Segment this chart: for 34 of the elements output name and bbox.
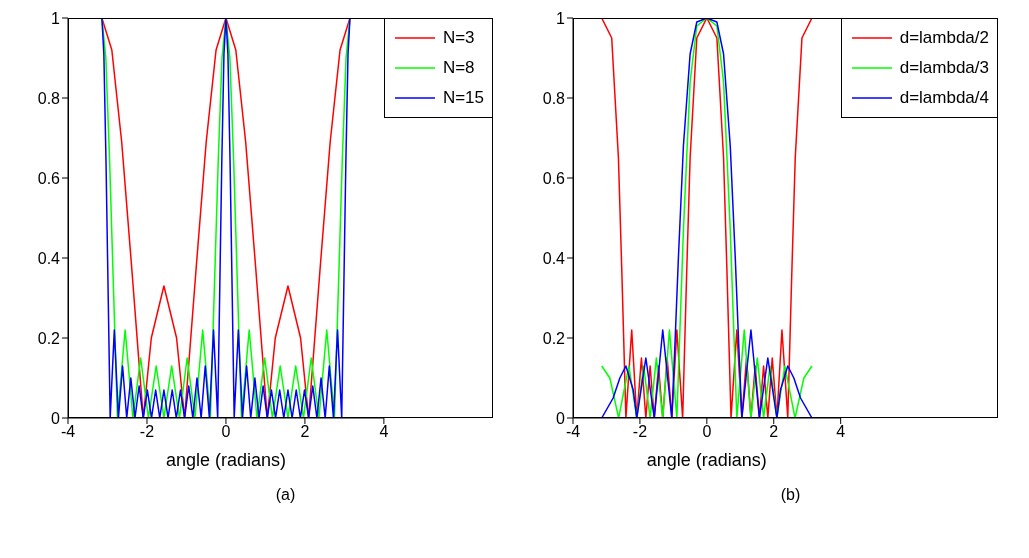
y-tick-label: 0.4 [542,249,566,267]
x-tick-label: 4 [836,423,846,441]
y-tick-label: 0.2 [37,329,61,347]
y-tick-label: 0.6 [37,169,61,187]
x-tick-label: -2 [139,423,155,441]
legend-label: d=lambda/2 [899,27,989,49]
y-tick-label: 0 [556,409,566,427]
legend-label: d=lambda/4 [899,87,989,109]
x-axis-title: angle (radians) [646,450,767,470]
y-tick-label: 0.4 [37,249,61,267]
legend-label: N=8 [442,57,475,79]
y-tick-label: 0.2 [542,329,566,347]
x-tick-label: 2 [300,423,310,441]
text: (a) [274,486,297,504]
x-tick-label: -4 [60,423,76,441]
y-tick-label: 0.6 [542,169,566,187]
x-tick-label: 2 [769,423,779,441]
x-tick-label: 0 [702,423,712,441]
y-tick-label: 1 [556,9,566,27]
x-tick-label: -2 [632,423,648,441]
line-series [101,18,351,418]
x-axis-title: angle (radians) [165,450,286,470]
y-tick-label: 0.8 [542,89,566,107]
x-tick-label: 0 [221,423,231,441]
text: (b) [779,486,802,504]
x-tick-label: 4 [379,423,389,441]
y-tick-label: 0 [51,409,61,427]
x-tick-label: -4 [565,423,581,441]
legend-label: d=lambda/3 [899,57,989,79]
y-tick-label: 0.8 [37,89,61,107]
line-series [600,18,813,418]
legend-label: N=15 [442,87,484,109]
y-tick-label: 1 [51,9,61,27]
legend-label: N=3 [442,27,475,49]
